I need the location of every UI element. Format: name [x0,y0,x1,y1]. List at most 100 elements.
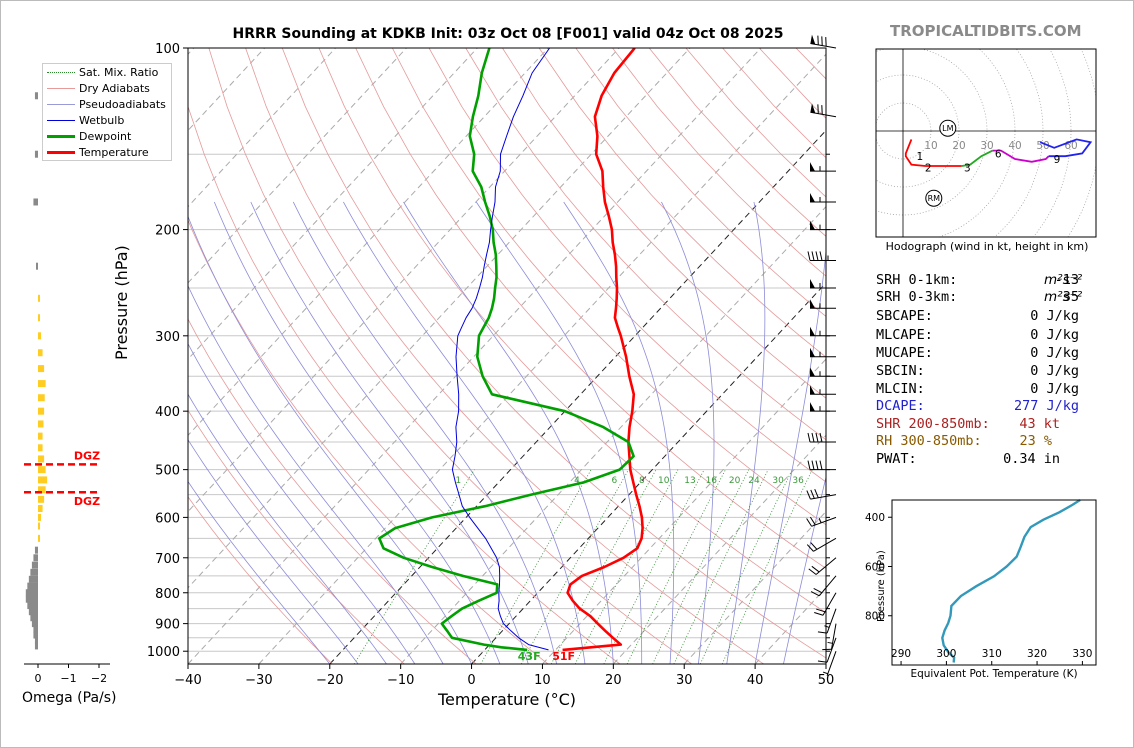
wind-barb-shaft [826,651,837,676]
x-tick-label: 30 [676,673,693,688]
pseudoadiabat [292,201,558,664]
omega-bar [38,394,45,402]
omega-bar [36,262,38,270]
omega-bar [33,554,38,562]
hodograph-caption: Hodograph (wind in kt, height in km) [885,240,1089,253]
y-tick-label: 600 [155,511,180,526]
wind-barb [810,367,836,377]
wind-barb-flag [807,432,811,443]
dry-adiabat [318,48,826,614]
param-value: -13 [1054,272,1079,288]
pseudoadiabat [754,246,826,664]
theta-e-y-tick-label: 800 [865,611,885,623]
dry-adiabat [391,48,826,526]
dry-adiabat [538,48,826,358]
omega-bar [38,314,40,322]
y-tick-label: 200 [155,224,180,239]
theta-e-line [941,498,1081,663]
wind-barb-flag [811,432,815,443]
dry-adiabat [355,48,826,569]
mixing-ratio-label: 20 [729,476,741,486]
wind-barb-flag [819,460,823,470]
dry-adiabat [281,48,826,659]
param-value: 0 J/kg [1030,381,1079,397]
wind-barb-flag [811,251,815,261]
pseudoadiabat [726,201,766,664]
x-tick-label: −20 [316,673,343,688]
mixing-ratio-line [480,469,592,664]
hodo-storm-label: LM [942,124,953,133]
wind-barb-flag [810,489,815,499]
isotherm-line [329,129,826,664]
wind-barb-pennant [810,192,815,202]
mixing-ratio-line [626,469,726,664]
wind-barb [810,103,837,118]
x-axis-label: Temperature (°C) [437,690,577,709]
dry-adiabat [245,48,764,664]
mixing-ratio-line [550,469,657,664]
mixing-ratio-label: 10 [658,476,670,486]
mixing-ratio-line [652,469,750,664]
wind-barb-flag [809,516,816,526]
wind-barb [808,557,837,575]
mixing-ratio-label: 16 [706,476,718,486]
param-row: SHR 200-850mb: [876,416,990,432]
wind-barb-flag [815,251,819,261]
y-tick-label: 500 [155,464,180,479]
wind-barb-flag [815,460,819,470]
wind-barb-shaft [818,575,837,597]
wind-barb [807,432,836,443]
series-dewpoint-line [377,48,635,652]
param-row: SRH 0-1km: [876,272,958,288]
wind-barb-shaft [826,608,837,634]
wind-barb [810,192,836,203]
y-tick-label: 1000 [147,645,180,660]
mixing-ratio-line [353,469,475,664]
wind-barb-flag [806,518,812,527]
hodo-storm-label: RM [928,194,941,203]
wind-barb [806,489,837,500]
series-temperature-line [562,48,644,652]
wind-barb-flag [807,251,811,261]
isotherm-line [188,48,620,513]
dry-adiabat [575,48,826,317]
omega-bar [38,365,45,373]
theta-e-x-tick-label: 330 [1072,648,1092,660]
x-tick-label: 40 [747,673,764,688]
isotherm-line [683,510,826,664]
theta-e-frame [891,499,1097,666]
param-value: 35 [1062,289,1079,305]
dry-adiabat [188,409,405,664]
series-wetbulb-line [451,48,551,651]
omega-bar [38,495,45,503]
dry-adiabat [428,48,826,483]
omega-bar [33,625,38,633]
wind-barb [810,34,837,49]
hodo-height-label: 9 [1054,154,1061,166]
mixing-ratio-line [574,469,679,664]
dry-adiabat [208,48,693,664]
isotherm-line [188,48,549,437]
hodo-storm-marker [925,189,943,207]
wind-barb [822,651,837,676]
wind-barb [810,347,836,358]
omega-bar [38,380,46,388]
chart-title: HRRR Sounding at KDKB Init: 03z Oct 08 [… [232,26,784,42]
dry-adiabat [502,48,826,399]
wind-barb-pennant [810,367,815,377]
mixing-ratio-label: 30 [772,476,784,486]
mixing-ratio-label: 4 [574,476,580,486]
omega-bar [38,466,46,474]
omega-bar [38,455,45,463]
isotherm-line [258,53,826,664]
x-tick-label: −40 [174,673,201,688]
x-tick-label: 10 [534,673,551,688]
param-unit: m²s⁻² [1044,289,1083,305]
wind-barb-pennant [810,103,816,114]
hodograph-frame [875,48,1097,238]
hodo-height-label: 6 [995,148,1002,160]
wind-barb [806,516,837,527]
param-value: 0 J/kg [1030,308,1079,324]
